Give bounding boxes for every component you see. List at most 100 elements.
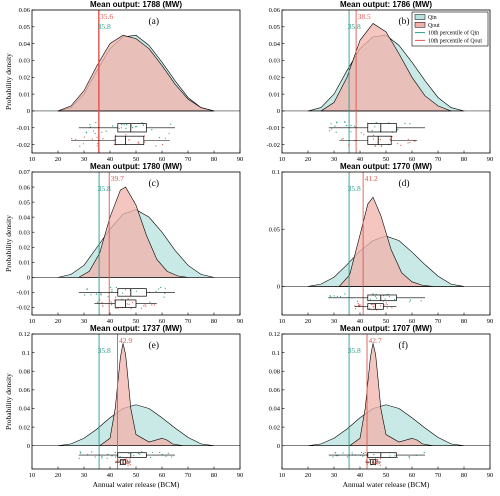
y-tick-label: -0.01 xyxy=(16,125,30,132)
qin-sample-point xyxy=(164,292,166,294)
x-tick-label: 40 xyxy=(107,318,114,325)
qout-sample-point xyxy=(153,304,155,306)
x-tick-label: 20 xyxy=(305,318,312,325)
qin-sample-point xyxy=(101,131,103,133)
qin-sample-point xyxy=(389,455,391,457)
qin-sample-point xyxy=(339,295,342,297)
x-tick-label: 10 xyxy=(29,318,36,325)
qin-sample-point xyxy=(160,286,162,289)
qin-sample-point xyxy=(388,296,391,298)
qin-sample-point xyxy=(329,295,331,297)
qin-sample-point xyxy=(336,122,338,124)
qout-sample-point xyxy=(120,459,122,461)
qout-p10-label: 42.7 xyxy=(369,336,382,345)
qin-sample-point xyxy=(115,296,117,298)
panel-f: Mean output: 1707 (MW) 42.7 35.8 10 20 30 40 50… xyxy=(269,324,494,489)
qout-sample-point xyxy=(164,137,166,139)
y-tick-label: 0.02 xyxy=(19,424,30,431)
x-axis-label: Annual water release (BCM) xyxy=(93,480,180,489)
x-tick-label: 90 xyxy=(487,318,494,325)
qout-sample-point xyxy=(391,307,393,309)
qin-sample-point xyxy=(101,457,103,459)
qin-sample-point xyxy=(115,286,117,289)
qin-sample-point xyxy=(167,452,169,454)
x-tick-label: 90 xyxy=(237,156,244,163)
panel-label: (e) xyxy=(148,340,159,351)
y-axis-label: Probability density xyxy=(4,373,13,430)
qin-sample-point xyxy=(112,125,114,127)
x-tick-label: 30 xyxy=(81,156,88,163)
qin-sample-point xyxy=(409,299,411,301)
qin-sample-point xyxy=(376,297,378,299)
qout-density-area xyxy=(349,343,434,447)
y-tick-label: 0.04 xyxy=(19,214,31,221)
panel-title: Mean output: 1788 (MW) xyxy=(90,0,182,9)
qout-sample-point xyxy=(99,299,101,301)
panel-label: (c) xyxy=(148,178,159,189)
x-tick-label: 70 xyxy=(435,318,442,325)
x-tick-label: 30 xyxy=(81,472,88,479)
qin-sample-point xyxy=(163,296,165,298)
qin-sample-point xyxy=(423,451,425,454)
x-tick-label: 50 xyxy=(383,156,390,163)
qout-sample-point xyxy=(373,303,375,305)
x-tick-label: 70 xyxy=(185,472,192,479)
qin-box xyxy=(367,123,397,133)
panel-e: Mean output: 1737 (MW) 42.9 35.8 10 20 30 40 50… xyxy=(4,324,243,489)
x-tick-label: 30 xyxy=(331,318,338,325)
qout-sample-point xyxy=(123,460,125,462)
qin-sample-point xyxy=(346,456,349,458)
qout-sample-point xyxy=(407,138,409,140)
panel-label: (d) xyxy=(398,178,409,189)
qin-sample-point xyxy=(158,288,160,290)
qin-sample-point xyxy=(335,455,337,457)
qout-sample-point xyxy=(366,462,368,464)
axes-frame xyxy=(31,333,241,470)
qin-sample-point xyxy=(408,456,410,458)
qout-sample-point xyxy=(372,138,375,140)
qin-sample-point xyxy=(89,124,91,126)
qout-sample-point xyxy=(378,462,380,465)
y-tick-label: 0.02 xyxy=(19,74,30,81)
qin-sample-point xyxy=(141,451,143,453)
qin-sample-point xyxy=(375,121,377,124)
qin-sample-point xyxy=(369,298,371,300)
qout-sample-point xyxy=(127,463,129,465)
y-tick-label: 0.08 xyxy=(19,368,30,375)
qout-sample-point xyxy=(407,142,409,144)
qout-sample-point xyxy=(127,464,129,466)
y-tick-label: 0.06 xyxy=(19,184,31,191)
qin-sample-point xyxy=(94,456,96,458)
qin-sample-point xyxy=(342,452,344,454)
qin-sample-point xyxy=(111,455,113,457)
qout-sample-point xyxy=(125,134,127,136)
qout-sample-point xyxy=(362,307,364,309)
y-tick-label: 0 xyxy=(27,108,30,115)
y-tick-label: 0.06 xyxy=(19,7,31,14)
qin-sample-point xyxy=(393,298,395,301)
qin-sample-point xyxy=(362,455,364,457)
qin-sample-point xyxy=(373,454,375,456)
qin-sample-point xyxy=(374,295,376,297)
qin-sample-point xyxy=(114,451,116,453)
qout-sample-point xyxy=(372,306,374,308)
qin-sample-point xyxy=(94,132,96,135)
qout-sample-point xyxy=(357,303,359,305)
x-tick-label: 10 xyxy=(279,156,286,163)
qin-sample-point xyxy=(135,290,137,292)
qout-sample-point xyxy=(130,308,132,310)
qin-sample-point xyxy=(360,132,362,134)
panel-title: Mean output: 1780 (MW) xyxy=(90,162,182,171)
qin-sample-point xyxy=(124,289,126,291)
qout-sample-point xyxy=(379,464,381,466)
qin-sample-point xyxy=(159,451,161,453)
qout-sample-point xyxy=(111,301,113,303)
qout-sample-point xyxy=(348,144,350,146)
qout-sample-point xyxy=(125,458,127,460)
qin-sample-point xyxy=(78,457,80,459)
qin-sample-point xyxy=(120,127,122,129)
y-axis-label: Probability density xyxy=(4,53,13,110)
qout-sample-point xyxy=(367,462,369,464)
qin-sample-point xyxy=(93,130,95,132)
